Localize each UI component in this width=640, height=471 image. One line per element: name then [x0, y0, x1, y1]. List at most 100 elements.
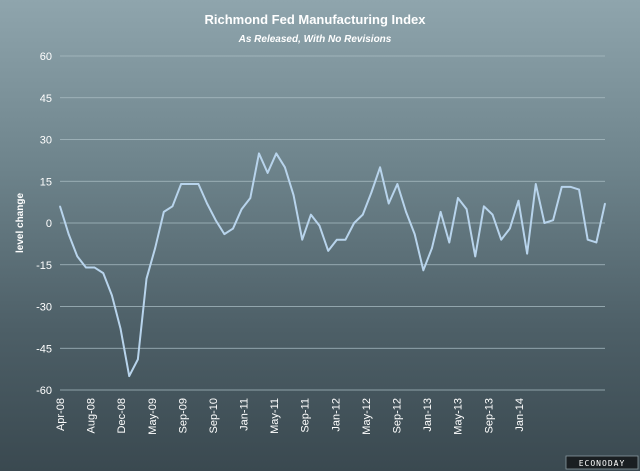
data-point — [258, 152, 260, 155]
data-point — [275, 152, 278, 155]
data-point — [604, 202, 606, 205]
data-point — [465, 208, 468, 210]
data-point — [137, 358, 139, 361]
data-point — [318, 224, 321, 227]
data-point — [534, 183, 537, 185]
data-series — [59, 152, 606, 378]
data-point — [232, 227, 234, 230]
data-point — [379, 166, 381, 169]
y-tick-label: -45 — [36, 343, 52, 355]
data-point — [223, 233, 226, 235]
y-tick-label: 45 — [40, 93, 52, 105]
logo-text: ECONODAY — [579, 459, 626, 468]
data-point — [405, 211, 407, 213]
x-tick-label: Jan-14 — [514, 398, 526, 432]
y-axis-label: level change — [15, 193, 26, 253]
data-point — [336, 238, 338, 241]
data-point — [526, 252, 528, 255]
data-point — [214, 219, 217, 222]
data-point — [431, 247, 433, 249]
data-point — [422, 269, 425, 272]
data-point — [560, 186, 563, 188]
data-point — [154, 247, 156, 249]
data-point — [396, 183, 399, 185]
x-tick-label: May-12 — [361, 398, 373, 435]
data-point — [249, 197, 252, 199]
data-point — [85, 266, 87, 269]
data-point — [284, 166, 286, 169]
data-point — [197, 183, 200, 185]
data-point — [180, 183, 182, 185]
data-point — [491, 213, 494, 216]
y-tick-label: -30 — [36, 302, 52, 314]
y-tick-label: -15 — [36, 260, 52, 272]
y-tick-label: 30 — [40, 135, 52, 147]
data-point — [439, 211, 442, 213]
data-point — [595, 241, 598, 244]
chart-title: Richmond Fed Manufacturing Index — [204, 12, 426, 27]
data-point — [76, 255, 79, 258]
data-point — [543, 222, 546, 224]
x-tick-label: Apr-08 — [55, 398, 67, 431]
x-tick-label: Jan-13 — [422, 398, 434, 432]
x-tick-label: May-13 — [453, 398, 465, 435]
x-tick-label: Sep-13 — [483, 398, 495, 433]
x-tick-label: Jan-11 — [239, 398, 251, 431]
x-tick-label: Aug-08 — [86, 398, 98, 433]
x-tick-label: Sep-11 — [300, 398, 312, 433]
data-point — [67, 233, 70, 235]
data-point — [171, 205, 174, 208]
data-point — [240, 208, 243, 210]
data-point — [310, 213, 312, 216]
x-tick-label: Jan-12 — [330, 398, 342, 432]
x-tick-label: Sep-09 — [177, 398, 189, 433]
data-point — [552, 219, 554, 222]
data-point — [206, 202, 208, 205]
data-point — [59, 205, 61, 208]
data-point — [344, 238, 347, 241]
data-point — [457, 197, 459, 199]
data-point — [361, 213, 364, 216]
data-point — [111, 294, 113, 297]
data-point — [128, 375, 131, 377]
data-point — [370, 191, 373, 194]
data-point — [586, 238, 589, 241]
data-point — [93, 266, 96, 269]
data-point — [387, 202, 390, 205]
data-point — [266, 172, 269, 174]
series-line — [59, 152, 606, 378]
grid-lines — [60, 55, 605, 391]
data-point — [301, 238, 304, 241]
data-point — [292, 194, 295, 196]
y-tick-label: 0 — [46, 218, 52, 230]
data-point — [119, 327, 122, 330]
x-axis-ticks: Apr-08 Aug-08 Dec-08 May-09 Sep-09 Sep-10 Jan-… — [55, 398, 526, 435]
x-tick-label: Sep-12 — [392, 398, 404, 433]
data-point — [500, 238, 502, 241]
data-point — [102, 272, 105, 274]
y-axis-ticks: 60 45 30 15 0 -15 -30 -45 -60 — [36, 51, 52, 397]
y-tick-label: -60 — [36, 385, 52, 397]
x-tick-label: Dec-08 — [116, 398, 128, 433]
data-point — [509, 227, 511, 230]
data-point — [448, 241, 451, 244]
x-tick-label: May-09 — [147, 398, 159, 435]
data-point — [569, 186, 572, 188]
chart-subtitle: As Released, With No Revisions — [238, 34, 392, 45]
x-tick-label: May-11 — [269, 398, 281, 434]
data-point — [163, 211, 165, 213]
data-point — [483, 205, 485, 208]
y-tick-label: 60 — [40, 51, 52, 63]
x-tick-label: Sep-10 — [208, 398, 220, 433]
data-point — [145, 277, 148, 280]
econoday-logo: ECONODAY — [565, 455, 639, 470]
data-point — [474, 255, 477, 258]
y-tick-label: 15 — [40, 176, 52, 188]
data-point — [413, 233, 416, 235]
data-point — [188, 183, 191, 185]
data-point — [353, 222, 355, 224]
data-point — [327, 250, 329, 252]
data-point — [517, 199, 520, 202]
data-point — [578, 188, 580, 191]
